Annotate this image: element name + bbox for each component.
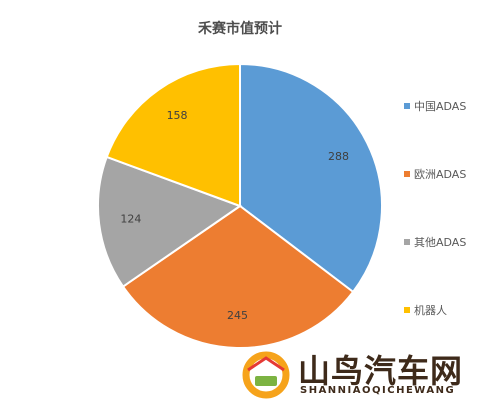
pie-slice-0 [239, 62, 383, 294]
legend-label-3: 机器人 [414, 304, 447, 317]
legend-label-2: 其他ADAS [414, 236, 467, 249]
legend-item-1: 欧洲ADAS [404, 166, 466, 182]
watermark-title: 山鸟汽车网 [298, 352, 464, 390]
watermark-subtitle: SHANNIAOQICHEWANG [300, 385, 456, 396]
data-label-2: 124 [120, 213, 141, 226]
pie-slice-2 [97, 155, 243, 288]
legend-label-1: 欧洲ADAS [414, 168, 467, 181]
legend-item-2: 其他ADAS [404, 234, 466, 250]
legend-item-3: 机器人 [404, 302, 447, 318]
data-label-0: 288 [328, 150, 349, 163]
data-label-1: 245 [227, 309, 248, 322]
watermark: 山鸟汽车网 SHANNIAOQICHEWANG [236, 344, 480, 405]
legend-swatch-0 [404, 103, 410, 109]
watermark-logo-icon [242, 351, 290, 399]
chart-title: 禾赛市值预计 [198, 21, 282, 37]
legend-item-0: 中国ADAS [404, 98, 466, 114]
pie-slice-1 [121, 204, 355, 349]
legend-swatch-2 [404, 239, 410, 245]
legend-swatch-3 [404, 307, 410, 313]
pie-slice-3 [105, 62, 241, 208]
data-label-3: 158 [167, 109, 188, 122]
legend-swatch-1 [404, 171, 410, 177]
legend-label-0: 中国ADAS [414, 100, 467, 113]
